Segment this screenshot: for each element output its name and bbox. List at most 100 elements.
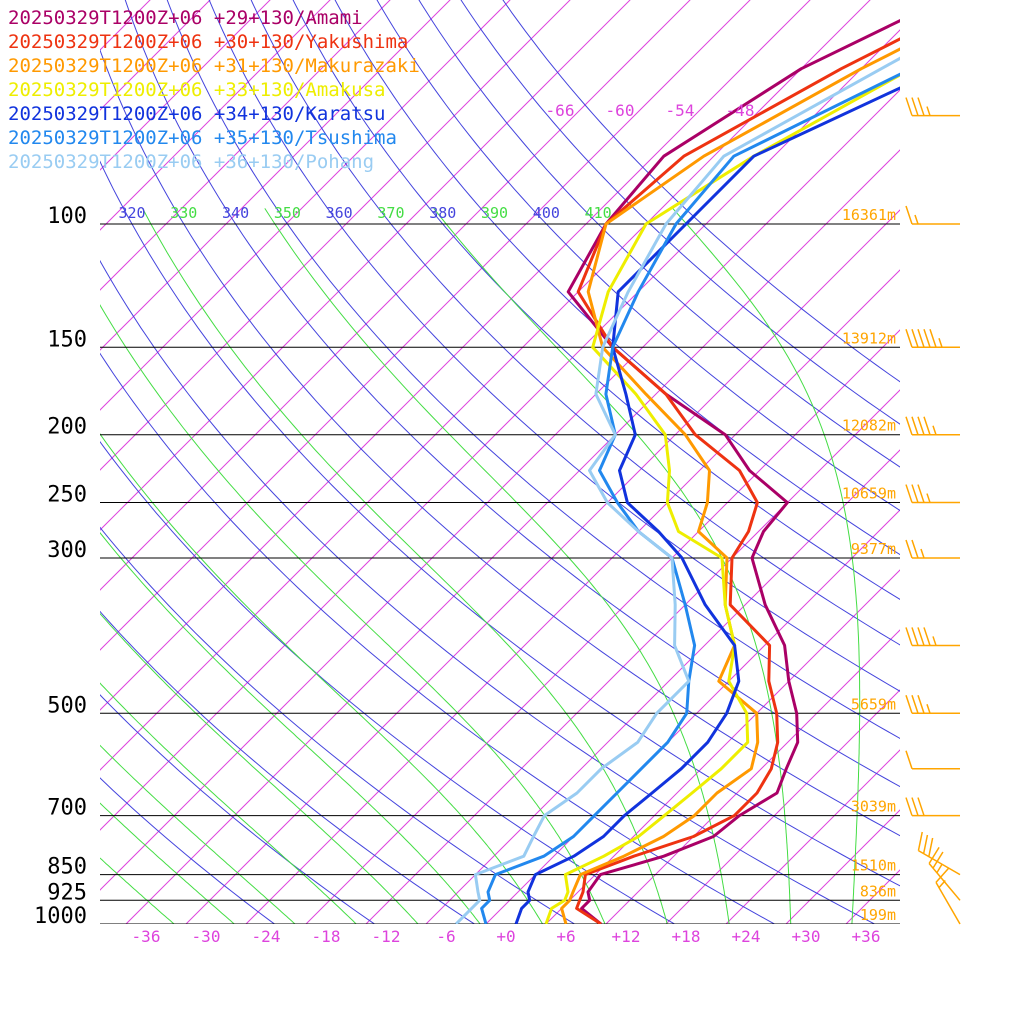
pressure-label: 700	[47, 796, 87, 821]
height-label: 3039m	[851, 798, 896, 816]
dry-adiabat-line	[100, 48, 900, 837]
temperature-tick-label: -12	[372, 927, 401, 946]
wind-barb-feather	[905, 797, 913, 816]
wind-barb-feather	[929, 329, 937, 348]
pressure-label: 500	[47, 693, 87, 718]
theta-label: 390	[481, 204, 508, 222]
isotherm-line	[100, 0, 571, 471]
axis-labels: 16361m 13912m 12082m 10659m 9377m 5659m 3039m 1…	[118, 101, 896, 946]
isotherm-line	[365, 389, 900, 924]
wind-barb-feather	[935, 867, 950, 883]
dry-adiabat-line	[418, 0, 900, 468]
wind-barb	[905, 329, 960, 349]
sounding-line	[544, 73, 900, 924]
theta-label: 370	[377, 204, 404, 222]
isotherm-line	[605, 629, 900, 924]
height-label: 13912m	[842, 329, 896, 347]
legend-entry: 20250329T1200Z+06 +34+130/Karatsu	[8, 103, 386, 125]
isotherm-line	[425, 449, 900, 924]
dry-adiabat-line	[250, 0, 900, 646]
wind-barb-half-feather	[932, 636, 937, 646]
temperature-tick-label: -24	[252, 927, 281, 946]
temperature-tick-label: +24	[732, 927, 761, 946]
legend-entry: 20250329T1200Z+06 +29+130/Amami	[8, 7, 363, 29]
moist-adiabat-line	[672, 208, 861, 924]
wind-barb-feather	[905, 205, 913, 225]
pressure-label: 850	[47, 855, 87, 880]
wind-barb	[905, 484, 960, 504]
isotherm-line	[185, 209, 900, 924]
moist-adiabat-line	[100, 744, 296, 924]
height-label: 836m	[860, 882, 896, 900]
wind-barb-half-feather	[914, 214, 919, 225]
pressure-label: 100	[47, 204, 87, 229]
moist-adiabat-line	[100, 682, 357, 924]
isotherm-line	[100, 0, 691, 591]
height-label: 9377m	[851, 540, 896, 558]
wind-barb-feather	[911, 97, 919, 116]
theta-label: 330	[170, 204, 197, 222]
temperature-tick-label: +36	[852, 927, 881, 946]
pressure-label: 150	[47, 327, 87, 352]
wind-barb-half-feather	[932, 425, 937, 435]
wind-barb-feather	[905, 329, 913, 348]
temperature-tick-label: -36	[132, 927, 161, 946]
temperature-tick-label: -6	[436, 927, 455, 946]
wind-barb-feather	[917, 627, 925, 646]
sounding-line	[480, 72, 900, 924]
wind-barb-feather	[917, 695, 925, 714]
pressure-label: 250	[47, 483, 87, 508]
wind-barb-feather	[928, 846, 940, 864]
wind-barb	[917, 831, 961, 876]
wind-barb-feather	[911, 484, 919, 503]
moist-adiabat-line	[100, 532, 481, 924]
height-label: 16361m	[842, 206, 896, 224]
isotherm-line	[545, 569, 900, 924]
isotherm-line	[845, 869, 900, 924]
temperature-tick-label: +6	[556, 927, 575, 946]
wind-barb-feather	[911, 539, 919, 559]
wind-barb-feather	[905, 539, 913, 559]
pressure-label: 925	[47, 880, 87, 905]
dry-adiabat-line	[292, 0, 900, 600]
wind-barb-feather	[917, 97, 925, 116]
height-label: 5659m	[851, 695, 896, 713]
temperature-tick-label: +12	[612, 927, 641, 946]
wind-barb-half-feather	[938, 338, 943, 348]
wind-barb	[905, 627, 960, 647]
moist-adiabat-line	[100, 612, 419, 924]
isotherm-line	[485, 509, 900, 924]
dry-adiabat-line	[100, 440, 676, 924]
wind-barb-feather	[932, 851, 944, 869]
sounding-line	[454, 56, 900, 924]
wind-barbs	[905, 97, 961, 925]
isotherm-line	[100, 0, 451, 351]
wind-barb-half-feather	[926, 106, 931, 116]
wind-barb-feather	[905, 750, 913, 769]
moist-adiabat-line	[100, 802, 236, 924]
moist-adiabat-line	[100, 433, 544, 924]
grid-lines	[100, 0, 1024, 924]
wind-barb-feather	[905, 416, 913, 435]
isotherm-line	[100, 0, 871, 771]
pressure-label: 1000	[34, 904, 87, 929]
isotherm-label: -48	[726, 101, 755, 120]
isotherm-line	[966, 0, 1024, 924]
legend-entry: 20250329T1200Z+06 +31+130/Makurazaki	[8, 55, 420, 77]
isotherm-line	[100, 0, 511, 411]
wind-barb	[928, 846, 961, 901]
wind-barb-staff	[918, 849, 961, 876]
wind-barb-half-feather	[936, 864, 943, 874]
moist-adiabat-line	[264, 208, 730, 924]
legend-entry: 20250329T1200Z+06 +30+130/Yakushima	[8, 31, 409, 53]
wind-barb-feather	[911, 416, 919, 435]
wind-barb-feather	[923, 627, 931, 646]
isotherm-line	[245, 269, 900, 924]
dry-adiabat-line	[100, 610, 476, 924]
wind-barb	[905, 695, 960, 715]
isotherm-label: -66	[546, 101, 575, 120]
height-label: 199m	[860, 906, 896, 924]
